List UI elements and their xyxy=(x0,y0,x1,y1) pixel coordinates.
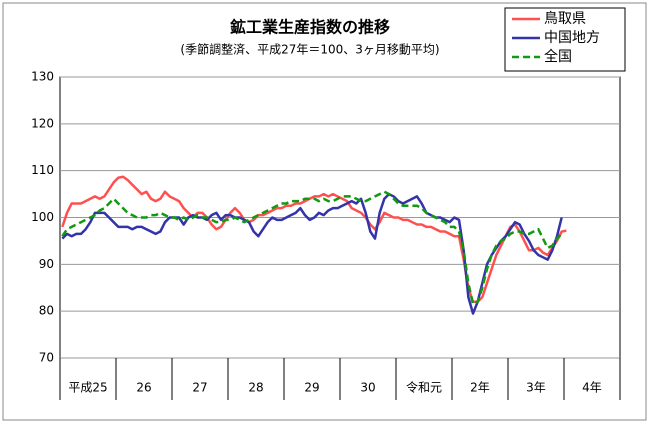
y-tick-label: 120 xyxy=(31,116,54,130)
x-tick-label: 令和元 xyxy=(406,380,442,395)
y-tick-label: 90 xyxy=(39,257,54,271)
x-tick-label: 3年 xyxy=(526,381,546,395)
x-tick-label: 29 xyxy=(304,381,319,395)
x-tick-label: 平成25 xyxy=(68,381,107,395)
y-tick-label: 80 xyxy=(39,304,54,318)
y-tick-label: 110 xyxy=(31,163,54,177)
chart-title: 鉱工業生産指数の推移 xyxy=(230,18,390,37)
x-tick-label: 30 xyxy=(360,381,375,395)
chart-subtitle: (季節調整済、平成27年＝100、3ヶ月移動平均) xyxy=(180,42,439,57)
legend-label: 中国地方 xyxy=(544,30,600,46)
x-tick-label: 27 xyxy=(192,381,207,395)
x-tick-label: 28 xyxy=(248,381,263,395)
y-tick-label: 70 xyxy=(39,351,54,365)
legend-label: 鳥取県 xyxy=(544,11,586,27)
x-tick-label: 2年 xyxy=(470,381,490,395)
y-tick-label: 130 xyxy=(31,70,54,84)
x-tick-label: 26 xyxy=(136,381,151,395)
legend-label: 全国 xyxy=(544,48,572,65)
y-tick-label: 100 xyxy=(31,210,54,224)
series-line xyxy=(61,175,567,304)
x-tick-label: 4年 xyxy=(582,381,602,395)
series-line xyxy=(61,190,563,306)
